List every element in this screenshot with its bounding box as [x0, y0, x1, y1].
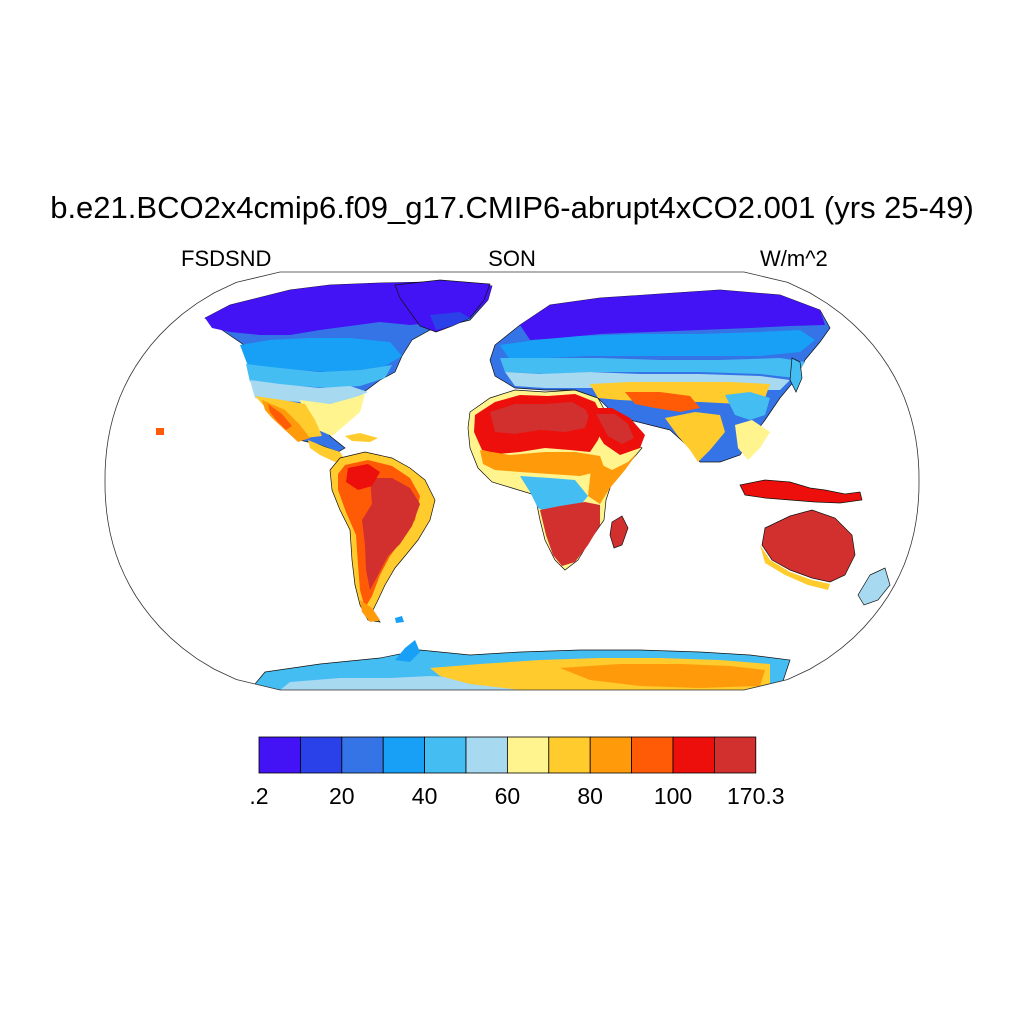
globe-outline: [104, 271, 920, 691]
falklands: [395, 616, 404, 623]
antarctica-orange: [560, 664, 765, 688]
colorbar-tick-label: 20: [329, 783, 355, 809]
arabia-core: [596, 414, 634, 444]
hawaii: [156, 428, 164, 435]
southern-africa: [540, 502, 600, 566]
colorbar-box: [672, 736, 715, 774]
colorbar-box: [506, 736, 550, 774]
australia: [761, 509, 856, 583]
south-america-red: [362, 478, 420, 590]
colorbar-tick-label: 40: [412, 783, 438, 809]
china-blue: [725, 392, 770, 420]
colorbar-box: [424, 736, 467, 774]
colorbar-box: [631, 736, 674, 774]
siberia-arctic: [520, 290, 825, 340]
colorbar-box: [299, 736, 343, 774]
colorbar-box: [589, 736, 633, 774]
land-shading: [156, 279, 891, 690]
south-america-north: [346, 464, 380, 490]
colorbar-tick-label: 60: [495, 783, 521, 809]
africa-east: [588, 452, 638, 504]
indonesia: [739, 479, 863, 504]
africa-sahel: [480, 450, 605, 476]
colorbar-box: [382, 736, 426, 774]
colorbar-labels: .2 20 40 60 80 100 170.3: [249, 783, 784, 809]
india: [665, 412, 725, 462]
plot-title: b.e21.BCO2x4cmip6.f09_g17.CMIP6-abrupt4x…: [50, 190, 974, 225]
australia-edge: [760, 545, 830, 590]
africa-sahara-core: [490, 402, 590, 434]
colorbar-box: [548, 736, 591, 774]
colorbar-box: [258, 736, 301, 774]
canada-south: [246, 364, 392, 388]
eurasia-blue: [500, 330, 815, 360]
caribbean: [345, 433, 378, 442]
units-label: W/m^2: [760, 246, 828, 271]
colorbar-box: [465, 736, 508, 774]
colorbar-tick-label: .2: [249, 783, 268, 809]
colorbar-box: [714, 736, 757, 774]
colorbar-tick-label: 80: [577, 783, 603, 809]
variable-label: FSDSND: [181, 246, 272, 271]
iran-orange: [625, 392, 700, 412]
colorbar-tick-label: 170.3: [727, 783, 785, 809]
eurasia-lightblue: [500, 358, 805, 378]
patagonia: [360, 600, 380, 622]
colorbar-tick-label: 100: [654, 783, 692, 809]
se-asia: [735, 420, 770, 460]
canada-mid: [240, 338, 402, 372]
season-label: SON: [488, 246, 536, 271]
colorbar-boxes: [258, 736, 757, 774]
mexico-red: [268, 404, 292, 430]
madagascar: [609, 515, 629, 549]
central-america: [308, 440, 345, 462]
new-zealand: [857, 567, 891, 606]
greenland-south: [430, 312, 470, 330]
japan: [789, 357, 803, 393]
antarctica-peninsula: [395, 640, 420, 662]
colorbar-box: [341, 736, 384, 774]
usa-light: [250, 380, 368, 404]
